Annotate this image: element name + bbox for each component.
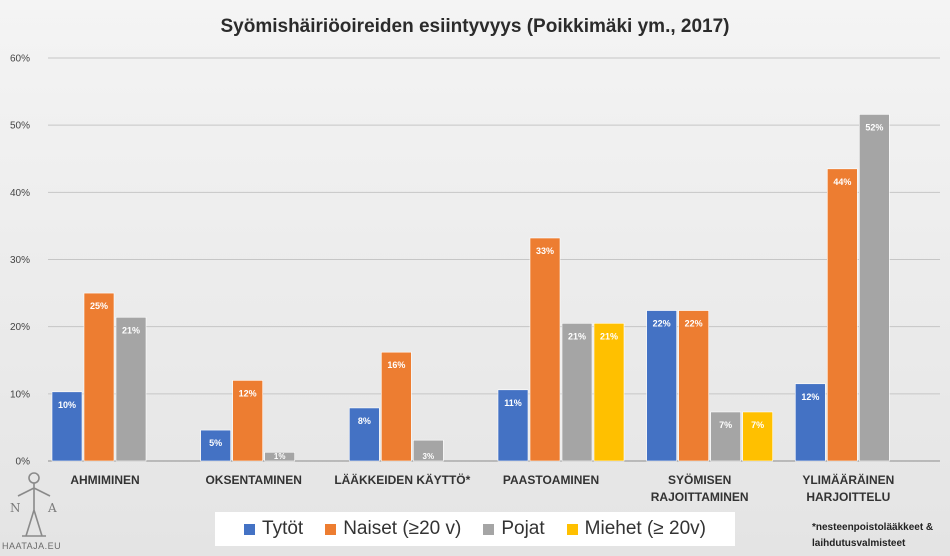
y-tick-label: 30% bbox=[10, 255, 30, 266]
bar-pojat bbox=[710, 411, 741, 462]
legend-swatch bbox=[325, 523, 337, 535]
legend-swatch bbox=[483, 523, 495, 535]
data-label: 21% bbox=[122, 325, 140, 335]
footnote: *nesteenpoistolääkkeet & laihdutusvalmis… bbox=[812, 520, 950, 551]
y-tick-label: 40% bbox=[10, 188, 30, 199]
bar-miehet-20v- bbox=[742, 411, 773, 462]
legend-swatch bbox=[244, 523, 256, 535]
x-category-label: YLIMÄÄRÄINEN bbox=[802, 472, 894, 487]
data-label: 21% bbox=[600, 331, 618, 341]
haataja-logo: N A bbox=[10, 472, 57, 537]
chart-title: Syömishäiriöoireiden esiintyvyys (Poikki… bbox=[220, 16, 730, 37]
data-label: 44% bbox=[833, 177, 851, 187]
legend-item-tytot: Tytöt bbox=[244, 518, 303, 540]
footnote-line: *nesteenpoistolääkkeet & bbox=[812, 522, 934, 533]
bar-pojat bbox=[561, 323, 593, 462]
legend-label: Tytöt bbox=[262, 518, 304, 539]
legend-item-naiset: Naiset (≥20 v) bbox=[325, 518, 461, 540]
bar-naiset-20-v- bbox=[83, 292, 115, 462]
bar-tytöt bbox=[646, 310, 677, 462]
data-label: 33% bbox=[536, 246, 554, 256]
data-label: 1% bbox=[274, 452, 286, 461]
data-label: 11% bbox=[504, 398, 522, 408]
x-category-label: OKSENTAMINEN bbox=[205, 473, 301, 487]
bar-tytöt bbox=[795, 383, 826, 462]
data-label: 12% bbox=[801, 392, 819, 402]
bar-naiset-20-v- bbox=[232, 380, 263, 462]
logo-text: HAATAJA.EU bbox=[2, 541, 62, 551]
legend-item-pojat: Pojat bbox=[483, 518, 545, 540]
bar-miehet-20v- bbox=[593, 323, 625, 462]
data-label: 8% bbox=[358, 416, 371, 426]
data-label: 21% bbox=[568, 331, 586, 341]
data-label: 22% bbox=[653, 319, 671, 329]
legend-swatch bbox=[566, 523, 578, 535]
bar-naiset-20-v- bbox=[827, 168, 858, 462]
bar-pojat bbox=[859, 114, 890, 462]
data-label: 10% bbox=[58, 400, 76, 410]
legend: Tytöt Naiset (≥20 v) Pojat Miehet (≥ 20v… bbox=[215, 512, 735, 546]
y-tick-label: 50% bbox=[10, 121, 30, 132]
y-tick-label: 20% bbox=[10, 322, 30, 333]
x-category-label: LÄÄKKEIDEN KÄYTTÖ* bbox=[334, 472, 470, 487]
x-category-label: AHMIMINEN bbox=[70, 473, 139, 487]
bar-tytöt bbox=[497, 389, 529, 462]
legend-label: Pojat bbox=[501, 518, 545, 539]
data-label: 52% bbox=[865, 122, 883, 132]
bar-pojat bbox=[264, 451, 295, 462]
x-category-label: HARJOITTELU bbox=[806, 490, 890, 504]
x-category-label: PAASTOAMINEN bbox=[503, 473, 599, 487]
data-label: 25% bbox=[90, 301, 108, 311]
data-label: 12% bbox=[239, 388, 257, 398]
legend-item-miehet: Miehet (≥ 20v) bbox=[566, 518, 706, 540]
y-tick-label: 0% bbox=[16, 457, 31, 468]
y-tick-label: 60% bbox=[10, 54, 30, 65]
bar-naiset-20-v- bbox=[529, 237, 561, 462]
legend-label: Naiset (≥20 v) bbox=[343, 518, 462, 539]
legend-label: Miehet (≥ 20v) bbox=[584, 518, 706, 539]
bar-naiset-20-v- bbox=[381, 351, 412, 462]
statue-icon bbox=[17, 472, 51, 537]
footnote-line: laihdutusvalmisteet bbox=[812, 537, 906, 549]
data-label: 16% bbox=[387, 360, 405, 370]
data-label: 22% bbox=[685, 319, 703, 329]
bar-naiset-20-v- bbox=[678, 310, 709, 462]
bar-pojat bbox=[413, 439, 444, 462]
x-category-label: RAJOITTAMINEN bbox=[651, 490, 749, 504]
data-label: 3% bbox=[423, 452, 435, 461]
bar-pojat bbox=[115, 316, 147, 462]
data-label: 7% bbox=[751, 420, 764, 430]
bar-tytöt bbox=[51, 391, 83, 462]
bar-tytöt bbox=[200, 429, 231, 462]
y-tick-label: 10% bbox=[10, 389, 30, 400]
logo-letter: A bbox=[47, 501, 57, 515]
bar-tytöt bbox=[349, 407, 380, 462]
logo-letter: N bbox=[10, 501, 21, 515]
data-label: 7% bbox=[719, 420, 732, 430]
data-label: 5% bbox=[209, 438, 222, 448]
x-category-label: SYÖMISEN bbox=[668, 472, 731, 487]
